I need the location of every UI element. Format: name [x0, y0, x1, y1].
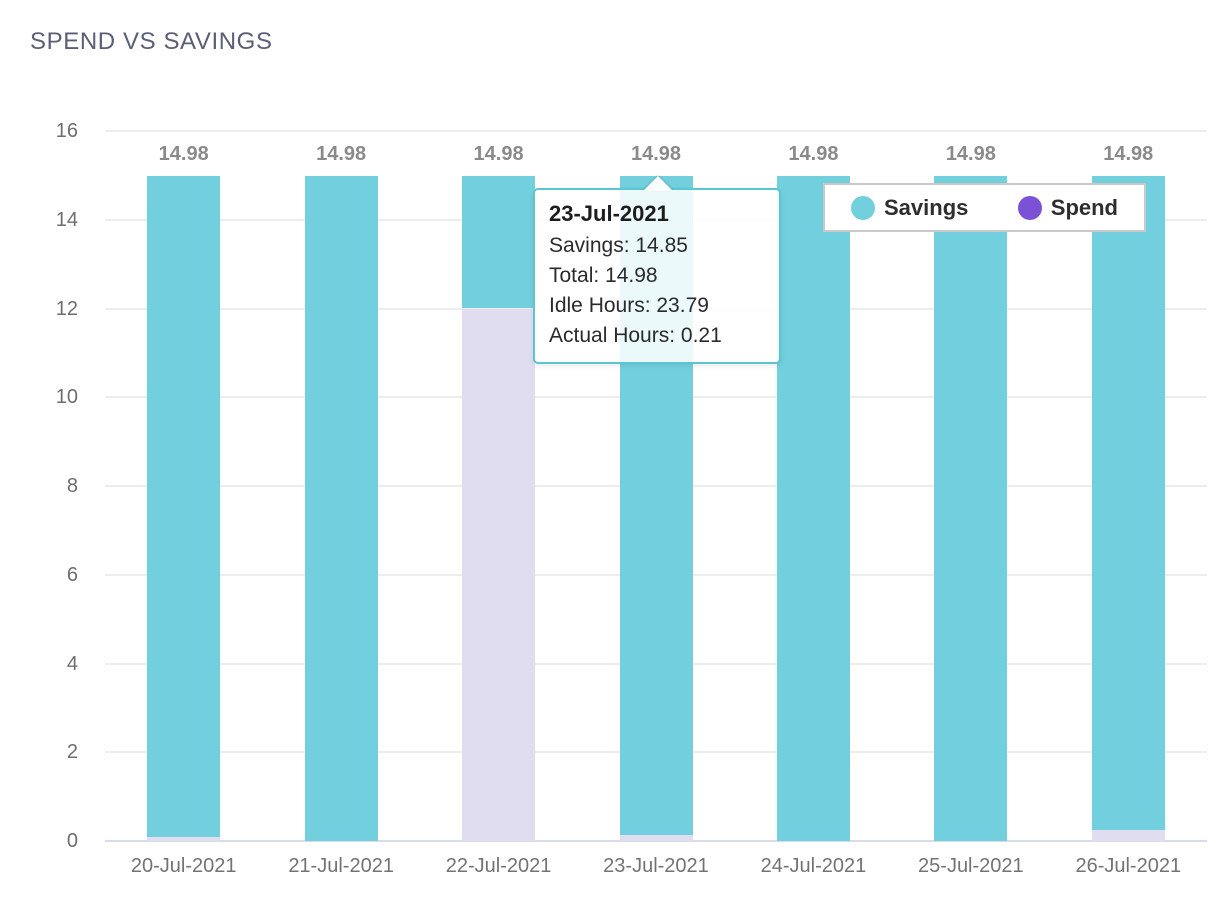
- legend-label: Spend: [1050, 194, 1118, 220]
- legend-label: Savings: [884, 194, 969, 220]
- legend-savings-dot-icon: [851, 195, 875, 220]
- bar-spend-segment-26-Jul-2021[interactable]: [1091, 829, 1165, 841]
- gridline-y-16: [105, 130, 1207, 132]
- x-axis-label-22-Jul-2021: 22-Jul-2021: [445, 855, 552, 877]
- x-axis-label-24-Jul-2021: 24-Jul-2021: [760, 855, 867, 877]
- bar-savings-segment-20-Jul-2021[interactable]: [147, 176, 221, 837]
- y-axis-tick-8: 8: [66, 475, 78, 497]
- chart-legend: Savings Spend: [823, 183, 1146, 232]
- legend-item-spend[interactable]: Spend: [1017, 194, 1118, 221]
- x-axis-label-26-Jul-2021: 26-Jul-2021: [1075, 855, 1182, 877]
- bar-total-label-20-Jul-2021: 14.98: [158, 143, 209, 166]
- bar-savings-segment-24-Jul-2021[interactable]: [776, 176, 850, 841]
- bar-total-label-26-Jul-2021: 14.98: [1103, 143, 1154, 166]
- bar-savings-segment-21-Jul-2021[interactable]: [304, 176, 378, 841]
- tooltip-line: Actual Hours: 0.21: [549, 324, 722, 347]
- y-axis-tick-10: 10: [55, 386, 78, 409]
- tooltip-line: Idle Hours: 23.79: [549, 294, 709, 317]
- legend-item-savings[interactable]: Savings: [851, 195, 968, 221]
- tooltip-line: Savings: 14.85: [549, 234, 688, 257]
- y-axis-tick-12: 12: [55, 297, 78, 320]
- y-axis-tick-14: 14: [55, 208, 78, 231]
- bar-total-label-23-Jul-2021: 14.98: [630, 143, 682, 166]
- bar-total-label-21-Jul-2021: 14.98: [316, 143, 367, 166]
- tooltip-line: Total: 14.98: [549, 264, 658, 287]
- x-axis-label-20-Jul-2021: 20-Jul-2021: [130, 855, 237, 877]
- y-axis-tick-6: 6: [66, 563, 78, 586]
- bar-savings-segment-25-Jul-2021[interactable]: [934, 176, 1008, 841]
- x-axis-line: [105, 840, 1207, 842]
- y-axis-tick-16: 16: [55, 120, 78, 142]
- bar-spend-segment-22-Jul-2021[interactable]: [462, 308, 536, 841]
- y-axis-tick-4: 4: [66, 652, 78, 675]
- legend-spend-dot-icon: [1017, 195, 1042, 220]
- bar-spend-segment-23-Jul-2021[interactable]: [619, 835, 693, 841]
- bar-spend-segment-20-Jul-2021[interactable]: [147, 836, 221, 841]
- bar-savings-segment-22-Jul-2021[interactable]: [462, 176, 536, 309]
- bar-savings-segment-26-Jul-2021[interactable]: [1091, 176, 1165, 830]
- bar-total-label-24-Jul-2021: 14.98: [788, 143, 839, 166]
- bar-total-label-25-Jul-2021: 14.98: [945, 143, 996, 166]
- x-axis-label-23-Jul-2021: 23-Jul-2021: [603, 855, 709, 877]
- chart-tooltip: 23-Jul-2021 Savings: 14.85 Total: 14.98 Id…: [533, 176, 781, 364]
- tooltip-caret-icon: [643, 176, 673, 191]
- y-axis-tick-0: 0: [66, 830, 78, 852]
- y-axis-tick-2: 2: [66, 741, 78, 764]
- bar-total-label-22-Jul-2021: 14.98: [473, 143, 524, 166]
- chart-title: SPEND VS SAVINGS: [30, 28, 273, 55]
- x-axis-label-25-Jul-2021: 25-Jul-2021: [918, 855, 1024, 877]
- tooltip-title: 23-Jul-2021: [549, 201, 669, 226]
- x-axis-label-21-Jul-2021: 21-Jul-2021: [288, 855, 394, 877]
